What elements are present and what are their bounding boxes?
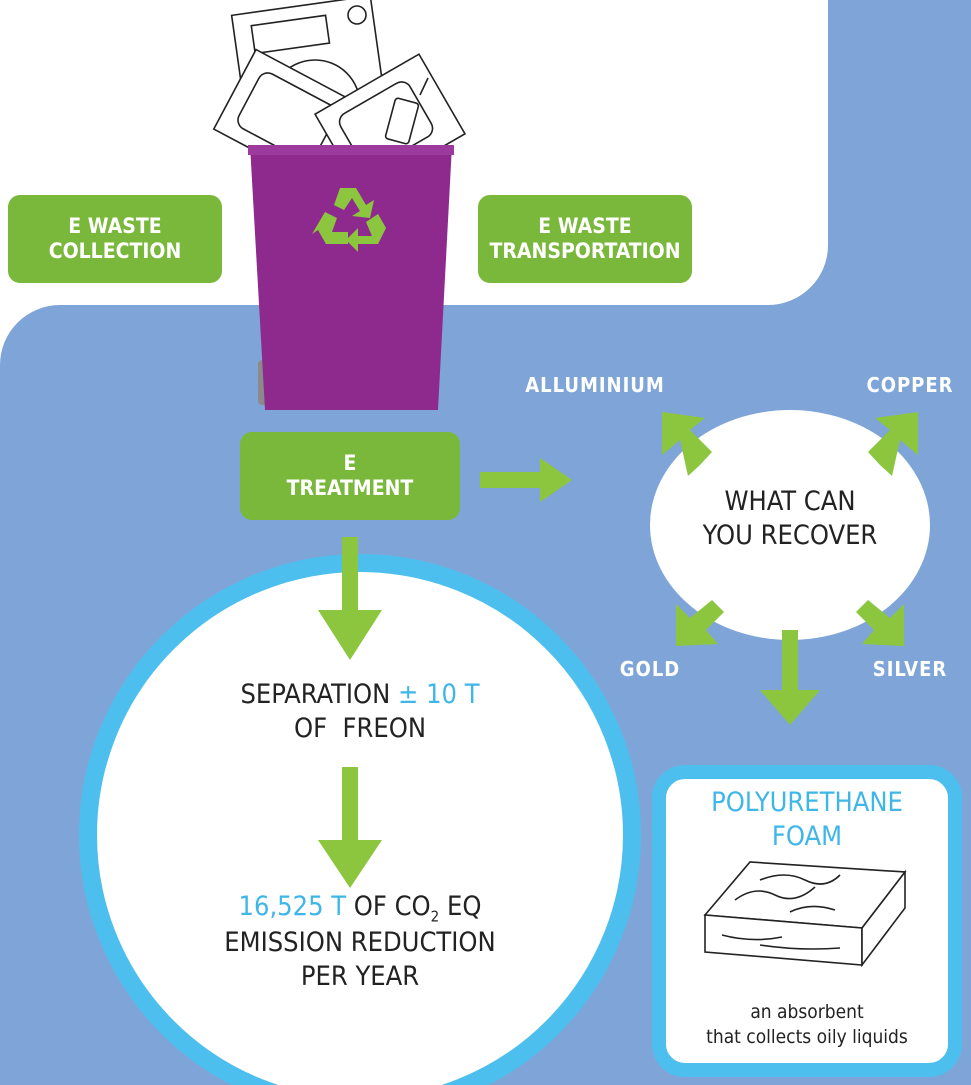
material-label: SILVER <box>850 657 970 682</box>
recycling-bin <box>250 145 452 410</box>
text: OF CO <box>354 891 431 922</box>
text-line: that collects oily liquids <box>659 1025 955 1050</box>
text-line: E WASTE <box>478 214 692 239</box>
text-line: an absorbent <box>659 1000 955 1025</box>
amount: ± 10 T <box>398 679 480 710</box>
infographic: E WASTE COLLECTION E WASTE TRANSPORTATIO… <box>0 0 971 1085</box>
text: SEPARATION <box>240 679 390 710</box>
text-line: 16,525 T OF CO2 EQ <box>130 890 590 926</box>
emission-label: 16,525 T OF CO2 EQ EMISSION REDUCTION PE… <box>130 890 590 994</box>
text-line: E <box>240 451 460 476</box>
text-line: PER YEAR <box>130 960 590 994</box>
text-line: OF FREON <box>150 712 570 746</box>
text-line: SEPARATION ± 10 T <box>150 678 570 712</box>
text-line: TREATMENT <box>240 476 460 501</box>
transportation-label: E WASTE TRANSPORTATION <box>478 214 692 264</box>
subscript: 2 <box>431 907 440 925</box>
recover-label: WHAT CAN YOU RECOVER <box>650 485 930 553</box>
bin-rim <box>248 145 454 155</box>
text-line: EMISSION REDUCTION <box>130 926 590 960</box>
text: EQ <box>439 891 481 922</box>
material-label: GOLD <box>600 657 700 682</box>
treatment-label: E TREATMENT <box>240 451 460 501</box>
text-line: FOAM <box>659 820 955 854</box>
collection-label: E WASTE COLLECTION <box>8 214 222 264</box>
text-line: POLYURETHANE <box>659 786 955 820</box>
text-line: COLLECTION <box>8 239 222 264</box>
text-line: YOU RECOVER <box>650 519 930 553</box>
amount: 16,525 T <box>239 891 347 922</box>
text-line: E WASTE <box>8 214 222 239</box>
foam-caption: an absorbent that collects oily liquids <box>659 1000 955 1049</box>
foam-title: POLYURETHANE FOAM <box>659 786 955 854</box>
text-line: TRANSPORTATION <box>478 239 692 264</box>
material-label: ALLUMINIUM <box>500 373 690 398</box>
separation-label: SEPARATION ± 10 T OF FREON <box>150 678 570 746</box>
material-label: COPPER <box>840 373 971 398</box>
text-line: WHAT CAN <box>650 485 930 519</box>
